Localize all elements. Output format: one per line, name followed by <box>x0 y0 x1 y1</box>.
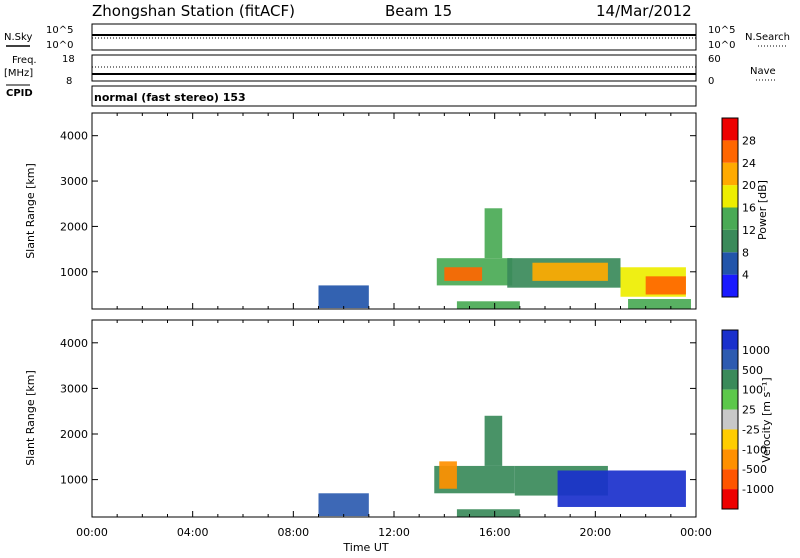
power-ytick-label: 4000 <box>60 130 88 143</box>
power-ytick-label: 3000 <box>60 175 88 188</box>
nave-tick-low: 0 <box>708 76 714 87</box>
velocity-colorbar-segment <box>722 349 738 370</box>
velocity-colorbar-frame <box>721 329 739 510</box>
nave-tick-high: 60 <box>708 54 721 65</box>
velocity-ytick-label: 3000 <box>60 382 88 395</box>
velocity-colorbar-tick: 1000 <box>742 344 770 357</box>
velocity-colorbar-segment <box>722 489 738 509</box>
freq-tick-high: 18 <box>62 54 75 65</box>
power-colorbar-tick: 24 <box>742 157 756 170</box>
x-tick-label: 12:00 <box>378 526 410 539</box>
velocity-data-block <box>484 415 503 466</box>
station-title: Zhongshan Station (fitACF) <box>92 2 295 20</box>
noise-tick-low-right: 10^0 <box>708 40 735 51</box>
velocity-colorbar-segment <box>722 449 738 470</box>
velocity-colorbar-segment <box>722 369 738 390</box>
power-colorbar-segment <box>722 229 738 253</box>
power-colorbar-segment <box>722 118 738 141</box>
velocity-colorbar: 1000 500 100 25 -25 -100 -500 -1000 <box>721 329 774 510</box>
x-tick-label: 08:00 <box>277 526 309 539</box>
power-colorbar-segment <box>722 185 738 208</box>
date-label: 14/Mar/2012 <box>596 2 692 20</box>
velocity-colorbar-segment <box>722 409 738 430</box>
power-colorbar-segment <box>722 274 738 297</box>
freq-label-line2: [MHz] <box>4 68 33 79</box>
power-colorbar-label: Power [dB] <box>756 180 769 240</box>
freq-tick-low: 8 <box>66 76 72 87</box>
power-colorbar-tick: 20 <box>742 179 756 192</box>
power-colorbar: 4 8 12 16 20 24 28 <box>721 117 756 298</box>
power-data-block <box>628 299 691 309</box>
velocity-colorbar-segment <box>722 469 738 490</box>
noise-panel-frame <box>91 23 697 51</box>
power-data-block <box>318 285 369 309</box>
x-tick-label: 00:00 <box>76 526 108 539</box>
power-colorbar-tick: 28 <box>742 134 756 147</box>
noise-tick-high-right: 10^5 <box>708 25 735 36</box>
velocity-colorbar-tick: -1000 <box>742 483 774 496</box>
nsearch-label: N.Search <box>745 32 790 43</box>
power-colorbar-tick: 12 <box>742 224 756 237</box>
velocity-ytick-label: 2000 <box>60 428 88 441</box>
power-data-block <box>444 267 483 281</box>
nsky-label: N.Sky <box>4 32 32 43</box>
velocity-ylabel: Slant Range [km] <box>24 370 37 466</box>
power-colorbar-tick: 4 <box>742 269 749 282</box>
x-tick-label: 00:00 <box>680 526 712 539</box>
velocity-colorbar-tick: -25 <box>742 423 760 436</box>
velocity-colorbar-label: Velocity [m s⁻¹] <box>760 377 773 462</box>
noise-tick-low-left: 10^0 <box>46 40 73 51</box>
power-colorbar-tick: 8 <box>742 246 749 259</box>
velocity-colorbar-tick: -500 <box>742 463 767 476</box>
power-colorbar-segment <box>722 140 738 163</box>
power-panel: 1000 2000 3000 4000 Slant Range [km] <box>24 112 697 310</box>
x-tick-label: 16:00 <box>479 526 511 539</box>
velocity-colorbar-segment <box>722 389 738 410</box>
velocity-colorbar-segment <box>722 429 738 450</box>
x-tick-label: 20:00 <box>579 526 611 539</box>
power-ytick-label: 2000 <box>60 220 88 233</box>
power-colorbar-segment <box>722 252 738 275</box>
cpid-label: CPID <box>6 88 33 99</box>
freq-panel: Freq. [MHz] 18 8 60 0 Nave CPID <box>4 54 776 99</box>
power-colorbar-frame <box>721 117 739 298</box>
freq-panel-frame <box>91 54 697 82</box>
velocity-data-block <box>318 493 369 517</box>
velocity-colorbar-tick: 100 <box>742 384 763 397</box>
power-data-block <box>645 276 686 295</box>
power-colorbar-segment <box>722 207 738 230</box>
velocity-colorbar-tick: 500 <box>742 364 763 377</box>
velocity-panel: 1000 2000 3000 4000 Slant Range [km] <box>24 319 697 518</box>
beam-label: Beam 15 <box>385 2 452 20</box>
freq-label-line1: Freq. <box>12 55 37 66</box>
nave-label: Nave <box>750 66 776 77</box>
power-ytick-label: 1000 <box>60 266 88 279</box>
noise-panel: N.Sky 10^5 10^0 10^5 10^0 N.Search <box>4 23 790 51</box>
velocity-ytick-label: 1000 <box>60 474 88 487</box>
power-data-block <box>456 301 520 309</box>
power-data-block <box>532 262 608 281</box>
velocity-colorbar-tick: 25 <box>742 404 756 417</box>
velocity-data-block <box>456 509 520 517</box>
velocity-ytick-label: 4000 <box>60 337 88 350</box>
power-colorbar-tick: 16 <box>742 202 756 215</box>
power-colorbar-segment <box>722 162 738 186</box>
power-ylabel: Slant Range [km] <box>24 163 37 259</box>
velocity-data-block <box>439 461 457 489</box>
velocity-data-block <box>557 470 686 507</box>
velocity-colorbar-segment <box>722 330 738 350</box>
noise-tick-high-left: 10^5 <box>46 25 73 36</box>
x-axis-label: Time UT <box>342 541 388 554</box>
cpid-bar <box>91 85 697 107</box>
velocity-colorbar-tick: -100 <box>742 443 767 456</box>
power-data-block <box>484 208 503 259</box>
x-tick-label: 04:00 <box>177 526 209 539</box>
cpid-value: normal (fast stereo) 153 <box>94 91 246 104</box>
